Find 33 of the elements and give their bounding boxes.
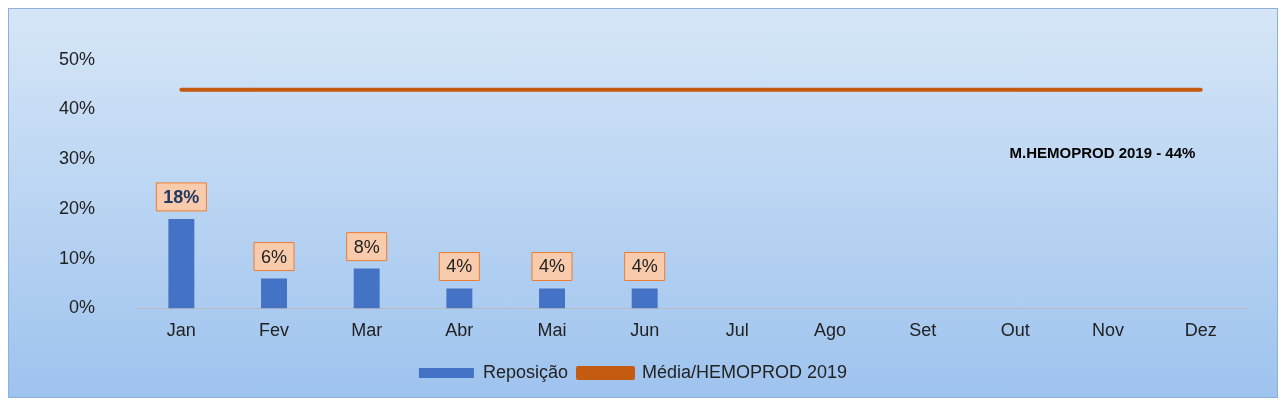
x-tick-label: Jan [166, 320, 196, 341]
x-tick-label: Mar [351, 320, 383, 341]
x-tick-label: Ago [813, 320, 847, 341]
y-tick-label: 10% [59, 247, 96, 268]
data-label: 4% [631, 256, 658, 277]
bar [446, 288, 473, 309]
x-tick-label: Out [1000, 320, 1030, 341]
data-label: 4% [539, 256, 566, 277]
data-label: 4% [446, 256, 473, 277]
y-tick-label: 30% [59, 148, 96, 169]
x-tick-label: Nov [1092, 320, 1125, 341]
y-tick-label: 0% [69, 297, 96, 318]
bar [168, 218, 195, 309]
bar [539, 288, 565, 309]
x-tick-label: Mai [537, 320, 567, 341]
legend-label: Média/HEMOPROD 2019 [641, 361, 848, 382]
legend-label: Reposição [482, 361, 568, 382]
data-label: 8% [353, 236, 380, 257]
x-tick-label: Abr [445, 320, 474, 341]
y-tick-label: 40% [59, 98, 96, 119]
y-tick-label: 20% [59, 197, 96, 218]
x-tick-label: Jun [630, 320, 660, 341]
x-tick-label: Set [909, 320, 937, 341]
data-label: 6% [261, 246, 288, 267]
x-tick-label: Dez [1184, 320, 1217, 341]
bar [631, 288, 658, 309]
x-tick-label: Jul [725, 320, 749, 341]
annotation: M.HEMOPROD 2019 - 44% [1009, 144, 1196, 162]
data-label: 18% [163, 186, 200, 207]
bar [353, 268, 380, 309]
y-tick-label: 50% [59, 48, 96, 69]
bar [261, 278, 287, 309]
x-tick-label: Fev [259, 320, 290, 341]
